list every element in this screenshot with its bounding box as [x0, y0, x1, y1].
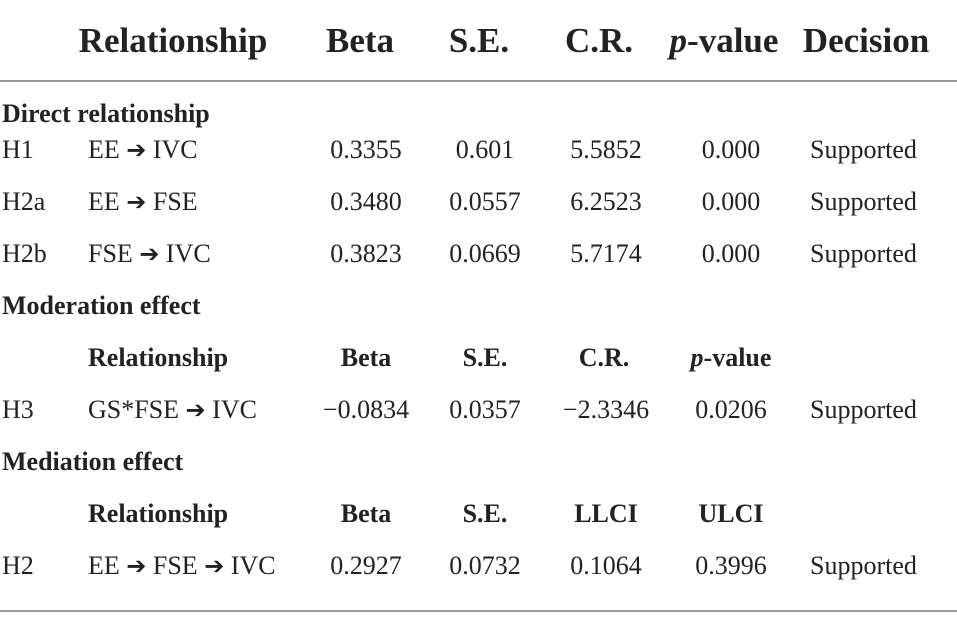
decision-value: Supported: [810, 187, 917, 216]
cr-value: −2.3346: [562, 395, 650, 424]
arrow-right-icon: ➔: [139, 240, 160, 268]
se-value: 0.0357: [449, 395, 521, 424]
beta-value: 0.3480: [330, 187, 402, 216]
hypothesis-id: H1: [2, 135, 34, 164]
subheader-relationship: Relationship: [88, 343, 229, 372]
cr-value: 5.7174: [570, 239, 642, 268]
ulci-value: 0.3996: [695, 551, 767, 580]
subheader-se: S.E.: [462, 343, 508, 372]
subheader-row-moderation: Relationship Beta S.E. C.R. p-value: [0, 332, 957, 384]
table-row: H2 EE ➔ FSE ➔ IVC 0.2927 0.0732 0.1064 0…: [0, 540, 957, 592]
section-mediation-row: Mediation effect: [0, 436, 957, 488]
subheader-ulci: ULCI: [698, 499, 764, 528]
subheader-beta: Beta: [340, 343, 392, 372]
table-row: H3 GS*FSE ➔ IVC −0.0834 0.0357 −2.3346 0…: [0, 384, 957, 436]
header-rule: [0, 80, 957, 82]
se-value: 0.601: [455, 135, 515, 164]
hypothesis-id: H3: [2, 395, 34, 424]
header-decision: Decision: [802, 21, 930, 60]
subheader-llci: LLCI: [574, 499, 638, 528]
hypothesis-id: H2a: [2, 187, 46, 216]
section-title-direct: Direct relationship: [2, 99, 210, 128]
header-cr: C.R.: [564, 21, 634, 60]
subheader-beta: Beta: [340, 499, 392, 528]
relationship-path: FSE ➔ IVC: [88, 239, 211, 268]
decision-value: Supported: [810, 239, 917, 268]
subheader-relationship: Relationship: [88, 499, 229, 528]
se-value: 0.0557: [449, 187, 521, 216]
subheader-se: S.E.: [462, 499, 508, 528]
section-title-moderation: Moderation effect: [2, 291, 201, 320]
arrow-right-icon: ➔: [126, 136, 147, 164]
hypothesis-id: H2: [2, 551, 34, 580]
beta-value: 0.2927: [330, 551, 402, 580]
relationship-path: EE ➔ IVC: [88, 135, 198, 164]
decision-value: Supported: [810, 135, 917, 164]
subheader-p-value: p-value: [690, 343, 772, 372]
subheader-cr: C.R.: [578, 343, 630, 372]
header-relationship: Relationship: [78, 21, 268, 60]
table-row: H2b FSE ➔ IVC 0.3823 0.0669 5.7174 0.000…: [0, 228, 957, 280]
header-se: S.E.: [448, 21, 510, 60]
cr-value: 6.2523: [570, 187, 642, 216]
arrow-right-icon: ➔: [204, 552, 225, 580]
se-value: 0.0669: [449, 239, 521, 268]
bottom-rule: [0, 610, 957, 612]
beta-value: −0.0834: [322, 395, 410, 424]
arrow-right-icon: ➔: [126, 552, 147, 580]
table-row: H2a EE ➔ FSE 0.3480 0.0557 6.2523 0.000 …: [0, 176, 957, 228]
section-direct-row: Direct relationship: [0, 88, 957, 140]
decision-value: Supported: [810, 395, 917, 424]
cr-value: 5.5852: [570, 135, 642, 164]
section-title-mediation: Mediation effect: [2, 447, 184, 476]
p-value: 0.000: [701, 135, 761, 164]
beta-value: 0.3823: [330, 239, 402, 268]
arrow-right-icon: ➔: [126, 188, 147, 216]
beta-value: 0.3355: [330, 135, 402, 164]
hypothesis-id: H2b: [2, 239, 47, 268]
header-p-value: p-value: [669, 21, 779, 60]
llci-value: 0.1064: [570, 551, 642, 580]
arrow-right-icon: ➔: [185, 396, 206, 424]
p-value: 0.000: [701, 239, 761, 268]
relationship-path: EE ➔ FSE: [88, 187, 198, 216]
section-moderation-row: Moderation effect: [0, 280, 957, 332]
relationship-path: GS*FSE ➔ IVC: [88, 395, 257, 424]
decision-value: Supported: [810, 551, 917, 580]
p-value: 0.000: [701, 187, 761, 216]
header-beta: Beta: [325, 21, 395, 60]
p-value: 0.0206: [695, 395, 767, 424]
relationship-path: EE ➔ FSE ➔ IVC: [88, 551, 276, 580]
table-row: H1 EE ➔ IVC 0.3355 0.601 5.5852 0.000 Su…: [0, 124, 957, 176]
subheader-row-mediation: Relationship Beta S.E. LLCI ULCI: [0, 488, 957, 540]
se-value: 0.0732: [449, 551, 521, 580]
